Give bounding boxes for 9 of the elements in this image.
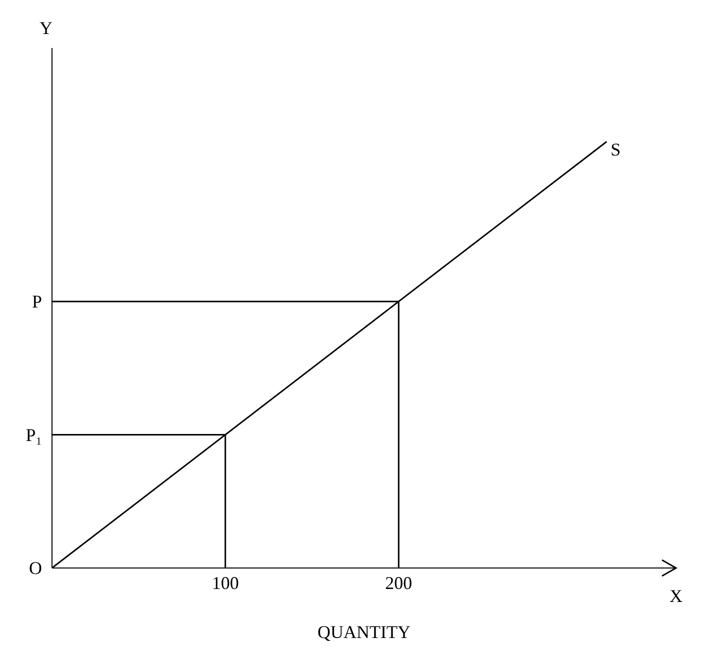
x-axis-title: QUANTITY — [318, 622, 410, 642]
text: O — [29, 558, 42, 578]
x-tick-label: 100 — [212, 572, 239, 593]
text: Y — [40, 18, 52, 38]
text: P₁ — [26, 424, 42, 445]
series-label: S — [610, 140, 621, 160]
x-tick-label: 200 — [385, 572, 412, 593]
text: X — [670, 586, 682, 606]
text: P — [32, 292, 42, 312]
